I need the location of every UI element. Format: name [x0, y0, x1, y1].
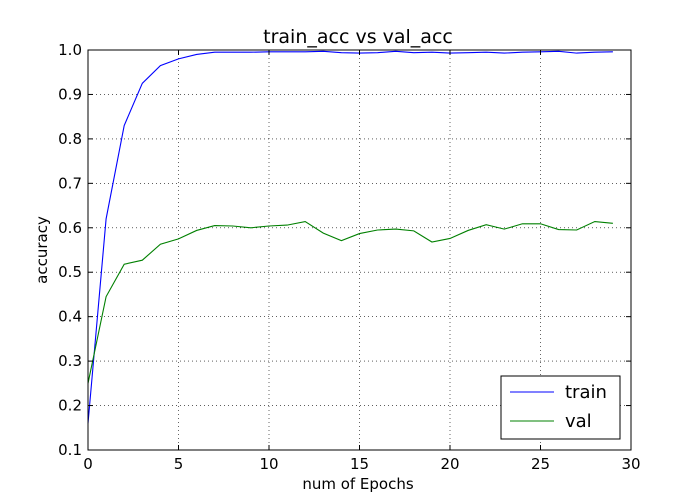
series-line-val: [87, 220, 613, 384]
y-tick-label: 0.4: [58, 308, 82, 326]
y-tick-label: 0.3: [58, 352, 82, 370]
legend: train val: [500, 375, 621, 440]
series-layer: [87, 50, 613, 424]
y-tick-label: 0.9: [58, 85, 82, 103]
y-tick-label: 0.8: [58, 130, 82, 148]
grid-layer: [88, 50, 631, 450]
x-tick-label: 15: [350, 455, 369, 473]
series-line-train: [87, 50, 613, 424]
x-tick-label: 25: [531, 455, 550, 473]
x-tick-label: 20: [440, 455, 459, 473]
x-tick-label: 5: [174, 455, 184, 473]
legend-label-train: train: [565, 382, 607, 403]
axes-layer: 0 5 10 15 20 25 30 0.1 0.2 0.3 0.4 0.5 0.6 0.7 0.8 0.9 1…: [58, 41, 640, 473]
x-tick-label: 0: [83, 455, 93, 473]
x-tick-label: 30: [621, 455, 640, 473]
y-tick-label: 0.2: [58, 397, 82, 415]
y-tick-label: 0.6: [58, 219, 82, 237]
y-tick-label: 0.1: [58, 441, 82, 459]
x-axis-label: num of Epochs: [302, 475, 414, 493]
y-tick-label: 0.7: [58, 174, 82, 192]
y-axis-label: accuracy: [33, 216, 51, 284]
legend-label-val: val: [565, 411, 592, 432]
x-tick-label: 10: [259, 455, 278, 473]
y-tick-label: 0.5: [58, 263, 82, 281]
y-tick-label: 1.0: [58, 41, 82, 59]
chart-title: train_acc vs val_acc: [263, 26, 453, 48]
legend-box: [500, 375, 621, 440]
